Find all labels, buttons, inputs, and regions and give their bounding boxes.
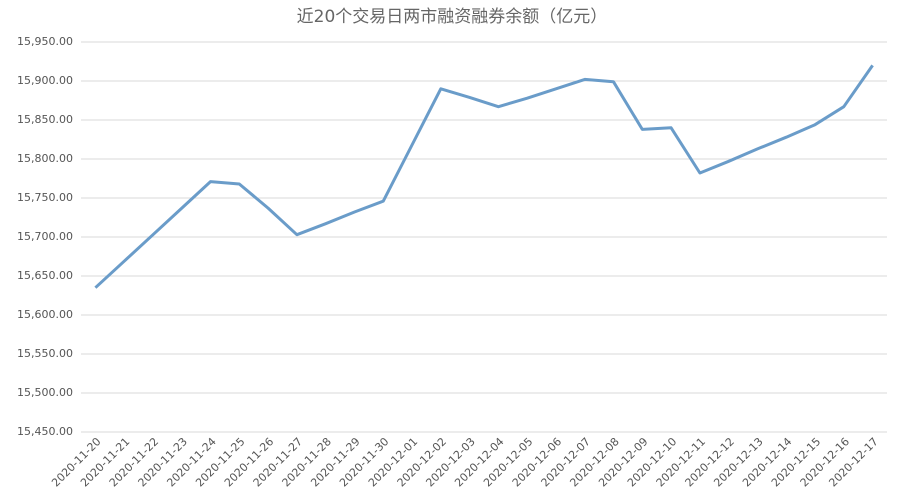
y-tick-label: 15,650.00 <box>17 269 73 282</box>
y-tick-label: 15,600.00 <box>17 308 73 321</box>
y-tick-label: 15,700.00 <box>17 230 73 243</box>
y-tick-label: 15,750.00 <box>17 191 73 204</box>
y-tick-label: 15,950.00 <box>17 35 73 48</box>
y-tick-label: 15,900.00 <box>17 74 73 87</box>
chart-title: 近20个交易日两市融资融券余额（亿元） <box>297 7 608 27</box>
y-tick-label: 15,550.00 <box>17 347 73 360</box>
y-tick-label: 15,450.00 <box>17 425 73 438</box>
y-tick-label: 15,850.00 <box>17 113 73 126</box>
y-tick-label: 15,800.00 <box>17 152 73 165</box>
y-tick-label: 15,500.00 <box>17 386 73 399</box>
line <box>94 64 874 289</box>
